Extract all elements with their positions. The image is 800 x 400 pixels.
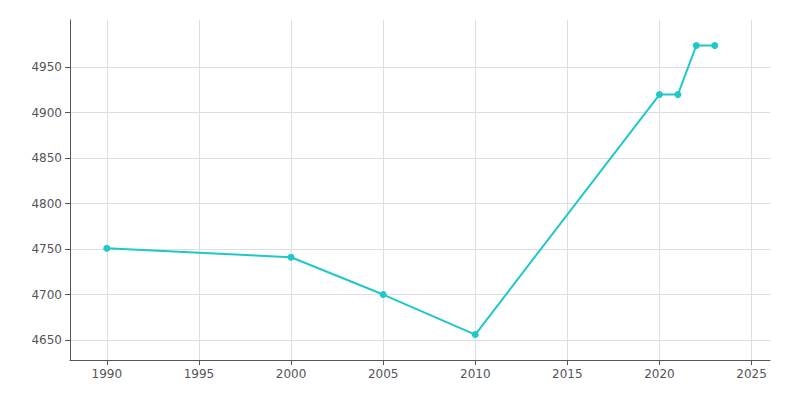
svg-text:4800: 4800 <box>31 197 62 211</box>
svg-text:2000: 2000 <box>276 367 307 381</box>
svg-text:4950: 4950 <box>31 60 62 74</box>
svg-text:2015: 2015 <box>552 367 583 381</box>
svg-text:1990: 1990 <box>92 367 123 381</box>
svg-text:2010: 2010 <box>460 367 491 381</box>
svg-text:2020: 2020 <box>644 367 675 381</box>
svg-text:4900: 4900 <box>31 106 62 120</box>
svg-text:1995: 1995 <box>184 367 215 381</box>
svg-text:4850: 4850 <box>31 151 62 165</box>
svg-text:2025: 2025 <box>736 367 767 381</box>
svg-text:4650: 4650 <box>31 333 62 347</box>
svg-text:2005: 2005 <box>368 367 399 381</box>
svg-text:4700: 4700 <box>31 288 62 302</box>
svg-text:4750: 4750 <box>31 242 62 256</box>
